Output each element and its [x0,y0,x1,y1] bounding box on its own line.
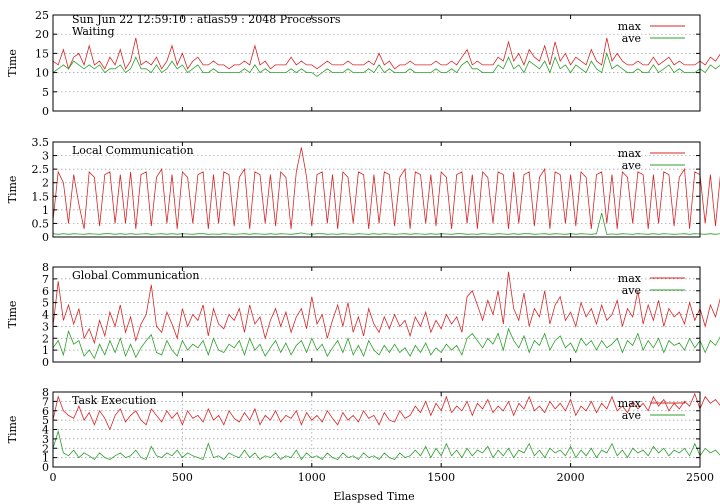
panel-3-y-tick-label-3: 3 [42,320,49,333]
panel-4-y-tick-label-3: 3 [42,433,49,446]
panel-2-legend-label-ave: ave [622,159,641,172]
panel-4-x-tick-label-1: 500 [172,471,193,484]
panel-4-legend-label-max: max [618,397,642,410]
panel-3-title: Global Communication [72,269,200,282]
panel-2-y-tick-label-4: 2 [42,177,49,190]
panel-3-y-tick-label-0: 0 [42,356,49,369]
panel-4-y-tick-label-6: 6 [42,405,49,418]
panel-1-y-tick-label-0: 0 [42,105,49,118]
panel-1-series-max-line [52,37,720,70]
panel-4-legend-label-ave: ave [622,409,641,422]
panel-3-y-axis-label: Time [6,301,19,329]
panel-4-series-max-line [52,392,720,431]
panel-4-y-tick-label-1: 1 [42,452,49,465]
panel-2-title: Local Communication [72,144,194,157]
panel-4-y-tick-label-2: 2 [42,442,49,455]
panel-2-y-tick-label-7: 3.5 [32,136,50,149]
figure-header: Sun Jun 22 12:59:10 : atlas59 : 2048 Pro… [72,13,341,26]
panel-3-y-tick-label-1: 1 [42,344,49,357]
panel-4-x-tick-label-4: 2000 [557,471,585,484]
panel-4-y-tick-label-7: 7 [42,395,49,408]
panel-1-title: Waiting [72,25,115,38]
panel-2-y-tick-label-2: 1 [42,204,49,217]
panel-2-y-tick-label-5: 2.5 [32,163,50,176]
panel-2-y-tick-label-6: 3 [42,150,49,163]
panel-4-y-tick-label-0: 0 [42,461,49,474]
panel-3-y-tick-label-2: 2 [42,332,49,345]
panel-2-y-tick-label-0: 0 [42,231,49,244]
panel-3-y-tick-label-8: 8 [42,261,49,274]
panel-1-legend-label-max: max [618,20,642,33]
panel-2-series-ave-line [52,213,720,235]
panel-1-y-tick-label-4: 20 [35,28,49,41]
panel-3-y-tick-label-5: 5 [42,297,49,310]
panel-3-series-ave-line [52,327,720,360]
panel-4-y-tick-label-4: 4 [42,424,49,437]
panel-3-legend-label-ave: ave [622,284,641,297]
panel-1-y-tick-label-3: 15 [35,47,49,60]
panel-1-legend-label-ave: ave [622,32,641,45]
panel-3-series-max-line [52,271,720,345]
panel-4-title: Task Execution [72,394,156,407]
panel-1-y-axis-label: Time [6,49,19,77]
x-axis-label: Elaspsed Time [333,490,414,503]
panel-1-y-tick-label-5: 25 [35,9,49,22]
panel-4-x-tick-label-5: 2500 [686,471,714,484]
panel-3-y-tick-label-4: 4 [42,309,49,322]
panel-3-y-tick-label-7: 7 [42,273,49,286]
panel-3-y-tick-label-6: 6 [42,285,49,298]
panel-2-legend-label-max: max [618,147,642,160]
panel-4-series-ave-line [52,429,720,461]
panel-1-y-tick-label-1: 5 [42,86,49,99]
panel-1-series-ave-line [52,52,720,77]
panel-4-x-tick-label-0: 0 [50,471,57,484]
panel-2-y-tick-label-1: 0.5 [32,217,50,230]
panel-4-y-tick-label-8: 8 [42,386,49,399]
panel-4-y-axis-label: Time [6,416,19,444]
panel-2-series-max-line [52,147,720,229]
panel-4-y-tick-label-5: 5 [42,414,49,427]
panel-3-legend-label-max: max [618,272,642,285]
panel-2-y-tick-label-3: 1.5 [32,190,50,203]
panel-2-plot-frame [52,141,701,238]
panel-4-x-tick-label-2: 1000 [298,471,326,484]
panel-4-x-tick-label-3: 1500 [427,471,455,484]
panel-1-y-tick-label-2: 10 [35,67,49,80]
panel-2-y-axis-label: Time [6,176,19,204]
panel-1-plot-frame [52,14,701,112]
